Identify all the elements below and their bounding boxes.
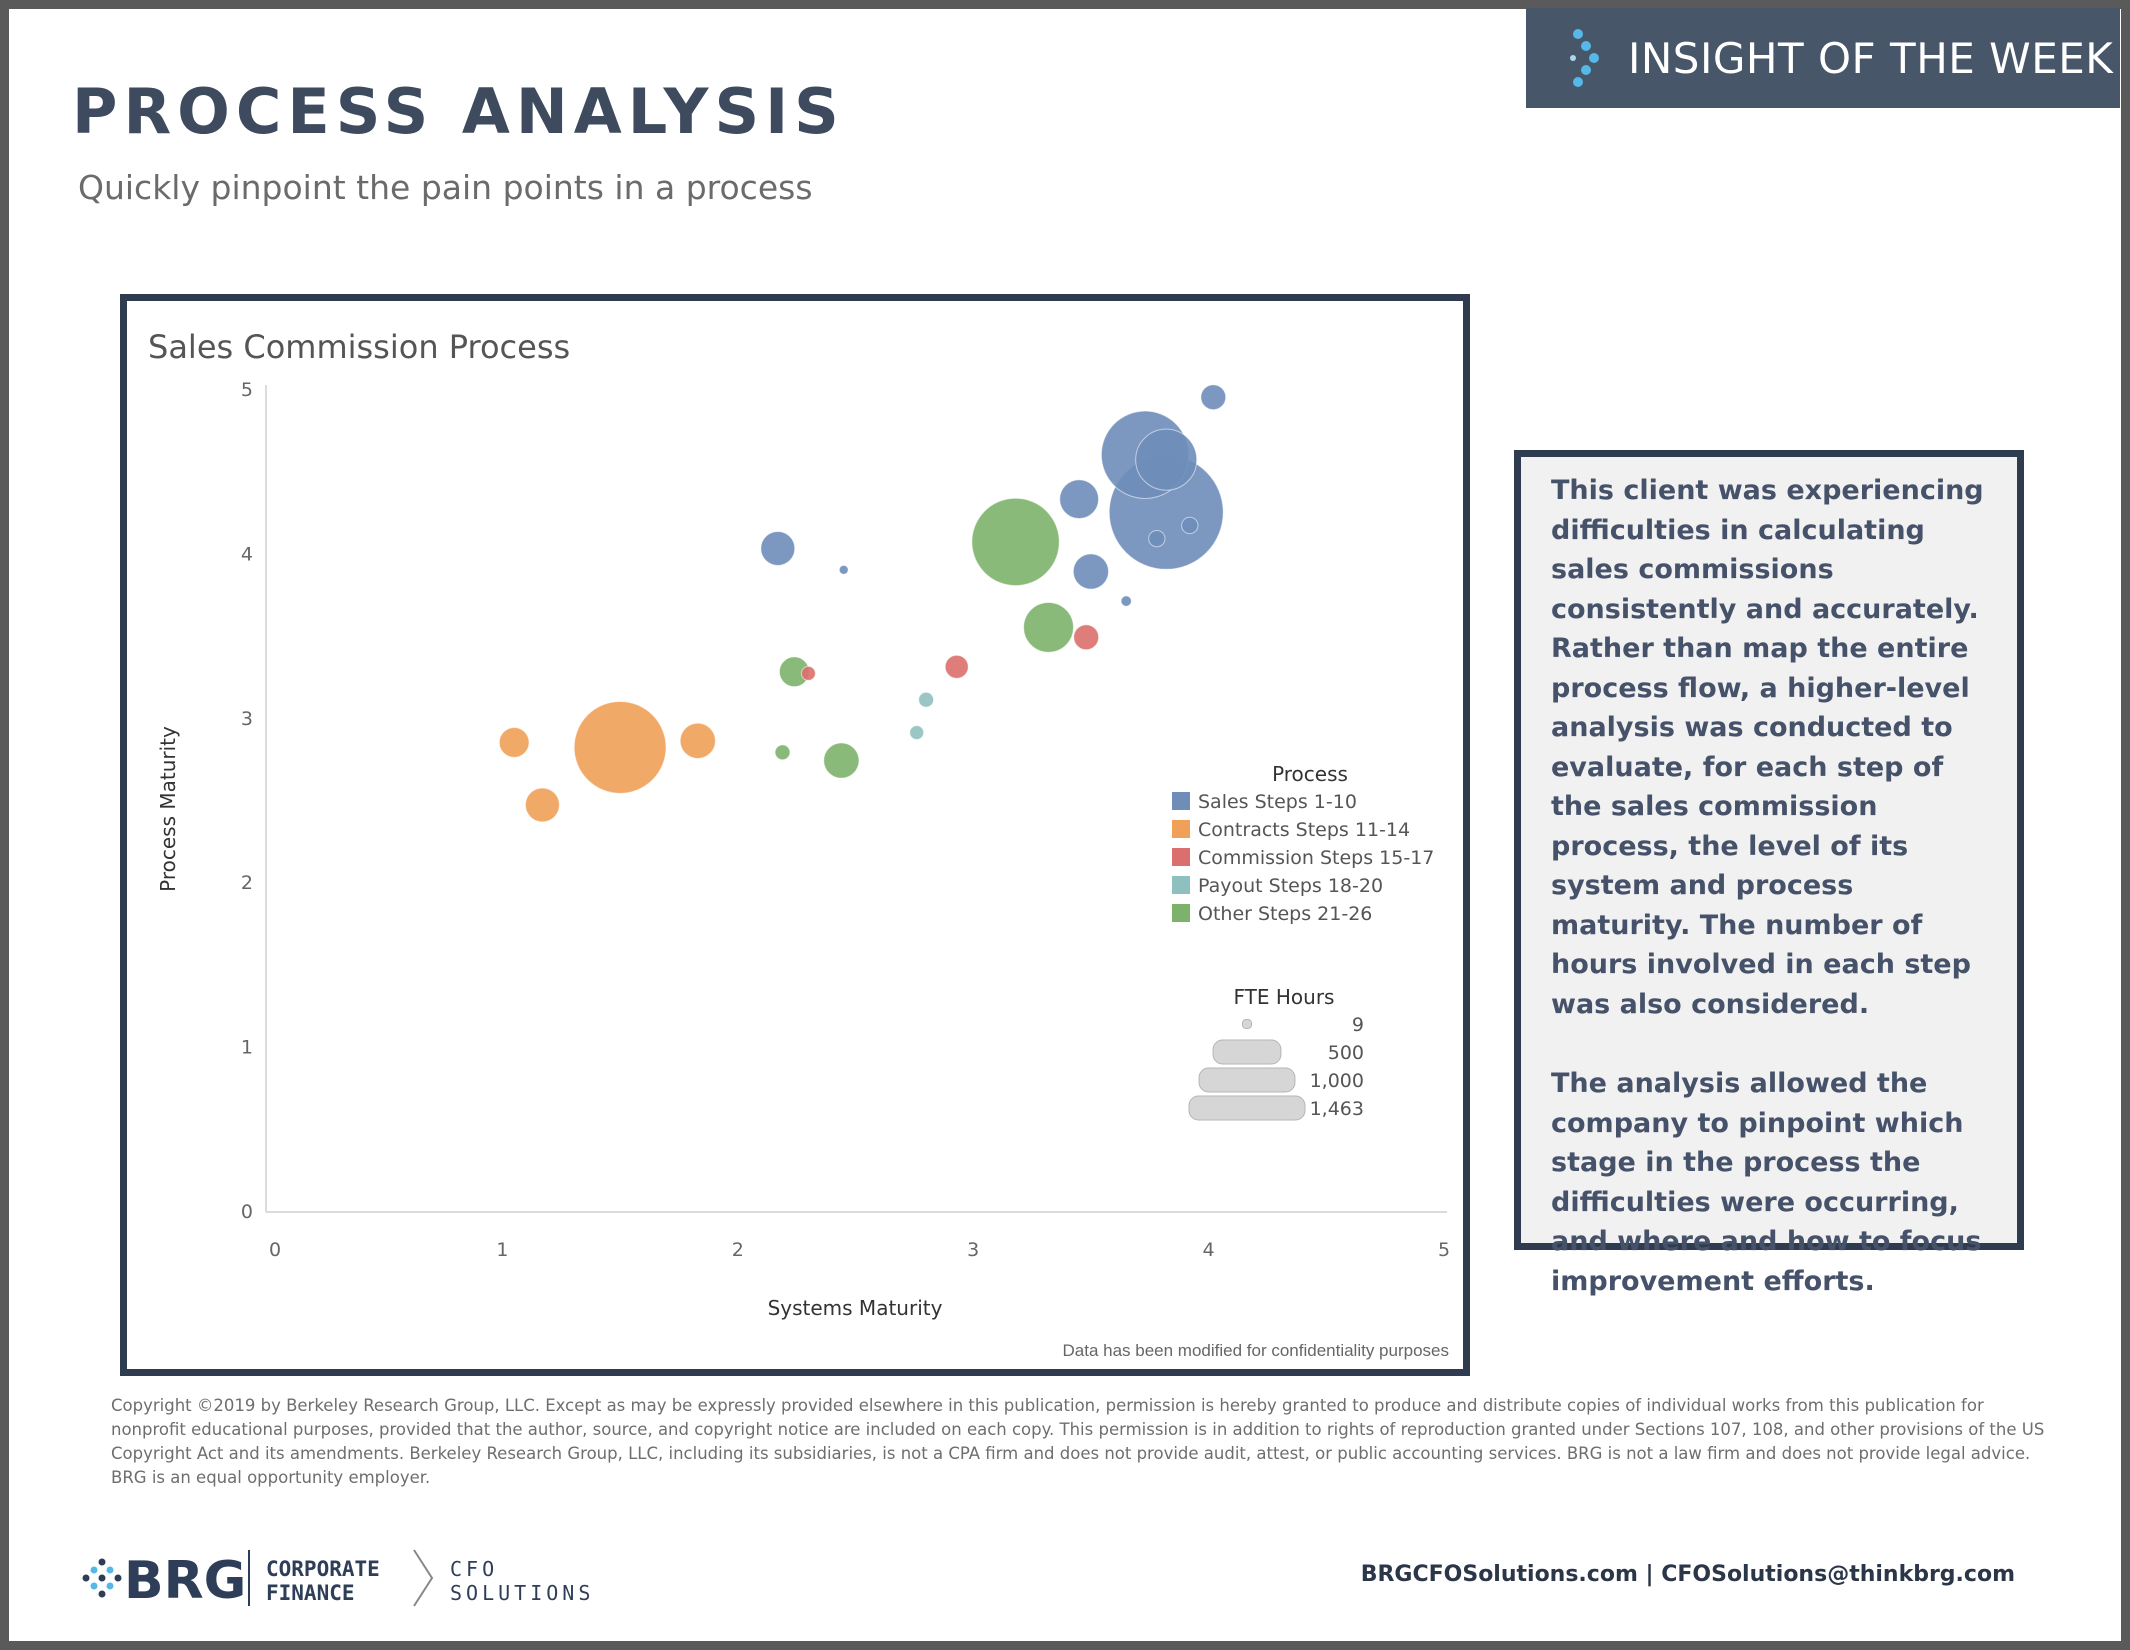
- bubble-point[interactable]: [1072, 553, 1110, 590]
- bubble-point[interactable]: [971, 497, 1060, 587]
- legend-label: Payout Steps 18-20: [1198, 875, 1383, 897]
- bubble-point[interactable]: [1148, 529, 1166, 548]
- brg-corporate-finance-logo: BRG CORPORATE FINANCE CFO SOLUTIONS: [82, 1549, 594, 1611]
- fte-hours-legend: FTE Hours 9 500 1,000 1,463: [1188, 985, 1364, 1121]
- bubble-chart: Sales Commission Process 0 1 2 3 4 5 0 1 2 3 4 5 Sy…: [148, 328, 1450, 1320]
- y-tick-label: 1: [241, 1037, 253, 1059]
- size-legend-swatch: [1241, 1019, 1253, 1029]
- y-axis-label: Process Maturity: [156, 726, 180, 892]
- legend-swatch: [1172, 792, 1190, 810]
- copyright-notice: Copyright ©2019 by Berkeley Research Gro…: [111, 1396, 2045, 1487]
- y-tick-label: 3: [241, 708, 253, 730]
- process-legend: Process Sales Steps 1-10 Contracts Steps 1…: [1172, 762, 1434, 925]
- x-tick-label: 4: [1203, 1239, 1215, 1261]
- brg-dots-icon: [82, 1558, 122, 1598]
- bubble-point[interactable]: [1073, 624, 1100, 651]
- y-tick-label: 0: [241, 1201, 253, 1223]
- bubble-point[interactable]: [1023, 601, 1074, 653]
- logo-cfo: CFO: [450, 1557, 498, 1581]
- bubble-point[interactable]: [1059, 479, 1100, 520]
- x-tick-label: 0: [269, 1239, 281, 1261]
- size-legend-swatch: [1198, 1067, 1296, 1093]
- legend-label: Contracts Steps 11-14: [1198, 819, 1410, 841]
- logo-solutions: SOLUTIONS: [450, 1581, 594, 1605]
- bubble-point[interactable]: [1200, 384, 1227, 411]
- chart-panel: Sales Commission Process 0 1 2 3 4 5 0 1 2 3 4 5 Sy…: [120, 294, 1470, 1376]
- page-subtitle: Quickly pinpoint the pain points in a pr…: [78, 168, 813, 207]
- bubble-point[interactable]: [760, 530, 796, 566]
- confidentiality-note: Data has been modified for confidentiali…: [1062, 1341, 1449, 1360]
- size-legend-label: 500: [1328, 1042, 1364, 1064]
- size-legend-swatch: [1188, 1095, 1306, 1121]
- brg-dots-icon: [1570, 29, 1599, 87]
- size-legend-label: 1,000: [1310, 1070, 1364, 1092]
- logo-brand: BRG: [124, 1551, 246, 1611]
- chart-title: Sales Commission Process: [148, 328, 570, 366]
- x-tick-label: 3: [967, 1239, 979, 1261]
- legend-swatch: [1172, 848, 1190, 866]
- bubble-point[interactable]: [498, 727, 530, 758]
- bubble-point[interactable]: [774, 744, 791, 761]
- bubbles: [498, 384, 1227, 823]
- insight-paragraph-2: The analysis allowed the company to pinp…: [1551, 1068, 1982, 1297]
- legend-label: Sales Steps 1-10: [1198, 791, 1357, 813]
- x-tick-label: 2: [732, 1239, 744, 1261]
- size-legend-title: FTE Hours: [1234, 985, 1335, 1009]
- size-legend-label: 1,463: [1310, 1098, 1364, 1120]
- size-legend-swatch: [1212, 1039, 1282, 1065]
- bubble-point[interactable]: [1120, 595, 1132, 607]
- size-legend-label: 9: [1352, 1014, 1364, 1036]
- y-tick-label: 2: [241, 872, 253, 894]
- legend-label: Other Steps 21-26: [1198, 903, 1372, 925]
- insight-banner: INSIGHT OF THE WEEK: [1526, 8, 2120, 108]
- bubble-point[interactable]: [800, 665, 816, 681]
- bubble-point[interactable]: [909, 725, 925, 741]
- bubble-point[interactable]: [1135, 428, 1198, 491]
- bubble-point[interactable]: [944, 654, 969, 679]
- bubble-point[interactable]: [573, 700, 667, 794]
- axes: 0 1 2 3 4 5 0 1 2 3 4 5: [241, 379, 1450, 1261]
- legend-swatch: [1172, 820, 1190, 838]
- y-tick-label: 5: [241, 379, 253, 401]
- bubble-point[interactable]: [679, 722, 716, 759]
- legend-title: Process: [1272, 762, 1348, 786]
- bubble-point[interactable]: [838, 564, 849, 575]
- insight-text-box: This client was experiencing difficultie…: [1514, 450, 2024, 1297]
- insight-paragraph-1: This client was experiencing difficultie…: [1551, 475, 1984, 1020]
- bubble-point[interactable]: [524, 787, 560, 823]
- x-tick-label: 1: [496, 1239, 508, 1261]
- x-tick-label: 5: [1438, 1239, 1450, 1261]
- legend-swatch: [1172, 904, 1190, 922]
- contact-info[interactable]: BRGCFOSolutions.com | CFOSolutions@think…: [1360, 1562, 2015, 1587]
- bubble-point[interactable]: [1181, 516, 1199, 535]
- legend-swatch: [1172, 876, 1190, 894]
- legend-label: Commission Steps 15-17: [1198, 847, 1434, 869]
- x-axis-label: Systems Maturity: [768, 1296, 943, 1320]
- logo-finance: FINANCE: [266, 1581, 355, 1605]
- logo-corporate: CORPORATE: [266, 1557, 380, 1581]
- bubble-point[interactable]: [918, 691, 935, 708]
- y-tick-label: 4: [241, 543, 253, 565]
- page-title: PROCESS ANALYSIS: [72, 75, 845, 148]
- banner-label: INSIGHT OF THE WEEK: [1628, 33, 2114, 83]
- bubble-point[interactable]: [823, 742, 860, 779]
